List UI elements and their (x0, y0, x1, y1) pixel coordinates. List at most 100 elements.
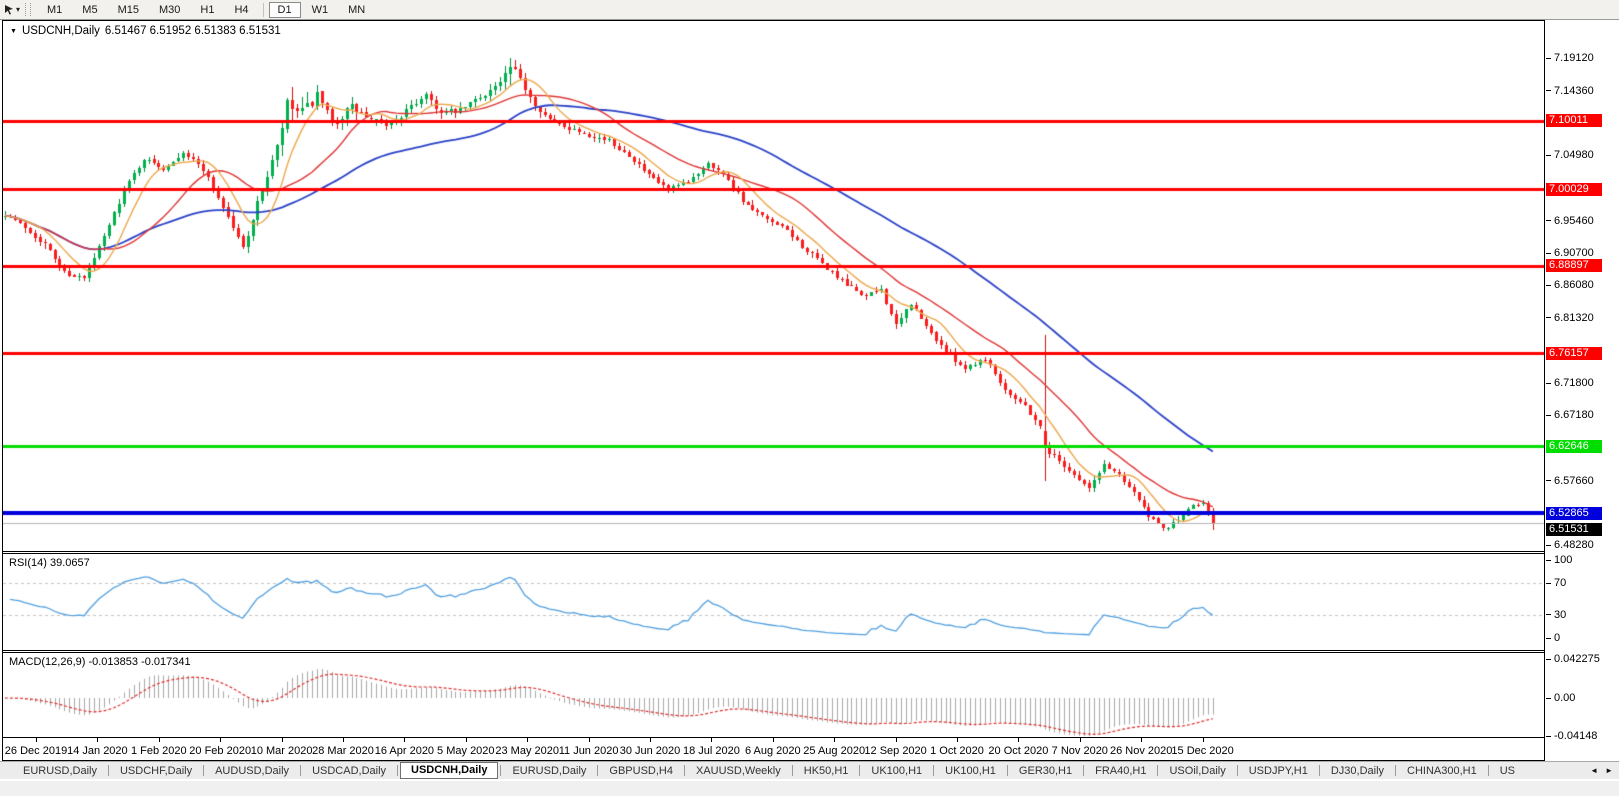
chart-tab-eurusd-daily[interactable]: EURUSD,Daily (512, 764, 587, 777)
chart-tab-fra40-h1[interactable]: FRA40,H1 (1095, 764, 1147, 777)
time-label: 20 Feb 2020 (189, 745, 252, 757)
price-tick: 7.04980 (1546, 149, 1594, 161)
chart-tab-audusd-daily[interactable]: AUDUSD,Daily (215, 764, 290, 777)
chart-tab-eurusd-daily[interactable]: EURUSD,Daily (23, 764, 97, 777)
time-tick (711, 738, 713, 742)
rsi-axis-tick: 30 (1546, 609, 1566, 621)
tab-separator (500, 765, 502, 776)
time-label: 30 Jun 2020 (619, 745, 681, 757)
support-level-label: 6.62646 (1546, 439, 1602, 453)
time-tick (343, 738, 344, 742)
timeframe-button-M30[interactable]: M30 (158, 3, 181, 16)
rsi-panel-canvas[interactable] (3, 554, 1544, 650)
chart-tab-bar: EURUSD,Daily USDCHF,Daily AUDUSD,Daily USDC… (0, 761, 1619, 779)
macd-axis-tick: 0.00 (1546, 692, 1575, 704)
price-axis[interactable]: 7.19120 7.14360 7.04980 6.95460 6.90700 6.860… (1546, 20, 1619, 760)
chart-tab-uk100-h1[interactable]: UK100,H1 (871, 764, 923, 777)
price-tick: 6.86080 (1546, 279, 1594, 291)
chart-tab-usdcnh-daily[interactable]: USDCNH,Daily (400, 762, 499, 779)
time-label: 20 Oct 2020 (988, 745, 1049, 757)
price-tick: 6.67180 (1546, 409, 1594, 421)
timeframe-button-W1[interactable]: W1 (311, 3, 329, 16)
tab-separator (203, 765, 205, 776)
chart-tab-hk50-h1[interactable]: HK50,H1 (803, 764, 849, 777)
chart-tab-usoil-daily[interactable]: USOil,Daily (1169, 764, 1226, 777)
timeframe-button-H4[interactable]: H4 (234, 3, 249, 16)
time-tick (36, 738, 37, 742)
panel-separator[interactable] (3, 551, 1544, 554)
chart-tab-usdjpy-h1[interactable]: USDJPY,H1 (1248, 764, 1308, 777)
chart-tab-china300-h1[interactable]: CHINA300,H1 (1407, 764, 1477, 777)
time-label: 25 Aug 2020 (803, 745, 866, 757)
macd-indicator-label: MACD(12,26,9) -0.013853 -0.017341 (9, 656, 191, 668)
time-label: 1 Oct 2020 (930, 745, 984, 757)
chart-tab-usdchf-daily[interactable]: USDCHF,Daily (119, 764, 193, 777)
tab-separator (1083, 765, 1085, 776)
toolbar-grip[interactable] (25, 3, 32, 16)
time-label: 28 Mar 2020 (312, 745, 374, 757)
tab-scroll-left-icon[interactable]: ◄ (1590, 766, 1599, 775)
chart-tab-gbpusd-h4[interactable]: GBPUSD,H4 (609, 764, 673, 777)
time-axis[interactable]: 26 Dec 2019 14 Jan 2020 1 Feb 2020 20 Feb 2… (3, 737, 1544, 760)
time-tick (1202, 738, 1204, 742)
time-tick (281, 738, 283, 742)
timeframe-button-M1[interactable]: M1 (47, 3, 63, 16)
macd-panel-canvas[interactable] (3, 653, 1544, 737)
chart-tab-usdcad-daily[interactable]: USDCAD,Daily (312, 764, 387, 777)
time-label: 14 Jan 2020 (67, 745, 128, 757)
time-label: 15 Dec 2020 (1171, 745, 1234, 757)
chart-tab-us[interactable]: US (1499, 764, 1515, 777)
chart-tab-uk100-h1[interactable]: UK100,H1 (945, 764, 996, 777)
time-tick (158, 738, 160, 742)
time-label: 18 Jul 2020 (682, 745, 740, 757)
chart-title: ▼ USDCNH,Daily 6.51467 6.51952 6.51383 6… (10, 25, 281, 37)
dropdown-caret-icon[interactable]: ▾ (16, 5, 21, 14)
chart-tab-xauusd-weekly[interactable]: XAUUSD,Weekly (695, 764, 781, 777)
resistance-level-label: 6.76157 (1546, 346, 1602, 360)
tab-separator (859, 765, 861, 776)
timeframe-button-H1[interactable]: H1 (200, 3, 215, 16)
rsi-indicator-label: RSI(14) 39.0657 (9, 557, 90, 569)
price-tick: 7.19120 (1546, 52, 1594, 64)
chart-dropdown-icon[interactable]: ▼ (10, 28, 17, 35)
price-tick: 6.71800 (1546, 377, 1594, 389)
tab-separator (397, 765, 399, 776)
time-label: 23 May 2020 (495, 745, 559, 757)
tab-separator (300, 765, 302, 776)
tab-separator (1395, 765, 1397, 776)
chart-title-ohlc: 6.51467 6.51952 6.51383 6.51531 (104, 25, 281, 37)
time-label: 26 Nov 2020 (1109, 745, 1173, 757)
resistance-level-label: 6.88897 (1546, 259, 1602, 273)
time-tick (97, 738, 99, 742)
time-label: 26 Dec 2019 (4, 745, 68, 757)
time-tick (772, 738, 774, 742)
tab-separator (597, 765, 599, 776)
tab-separator (1318, 765, 1320, 776)
tab-separator (1236, 765, 1238, 776)
time-tick (834, 738, 836, 742)
toolbar-separator (262, 2, 264, 17)
tab-separator (1487, 765, 1489, 776)
price-tick: 6.57660 (1546, 475, 1594, 487)
timeframe-button-M15[interactable]: M15 (117, 3, 139, 16)
price-chart-canvas[interactable] (3, 21, 1544, 551)
tab-scroll-right-icon[interactable]: ► (1605, 766, 1613, 775)
chart-tab-dj30-daily[interactable]: DJ30,Daily (1330, 764, 1385, 777)
chart-cursor-icon[interactable] (4, 4, 15, 15)
time-label: 10 Mar 2020 (250, 745, 313, 757)
panel-separator[interactable] (3, 650, 1544, 653)
resistance-level-label: 7.10011 (1546, 114, 1602, 128)
tab-separator (107, 765, 109, 776)
timeframe-button-M5[interactable]: M5 (82, 3, 98, 16)
resistance-level-label: 7.00029 (1546, 182, 1602, 196)
time-label: 1 Feb 2020 (130, 745, 187, 757)
timeframe-button-D1[interactable]: D1 (268, 1, 301, 18)
timeframe-button-MN[interactable]: MN (348, 3, 366, 16)
chart-tab-ger30-h1[interactable]: GER30,H1 (1018, 764, 1073, 777)
tab-scroll-arrows: ◄ ► (1586, 762, 1619, 779)
time-tick (527, 738, 529, 742)
time-tick (404, 738, 406, 742)
status-strip (0, 780, 1619, 796)
time-tick (1079, 738, 1081, 742)
time-tick (895, 738, 897, 742)
